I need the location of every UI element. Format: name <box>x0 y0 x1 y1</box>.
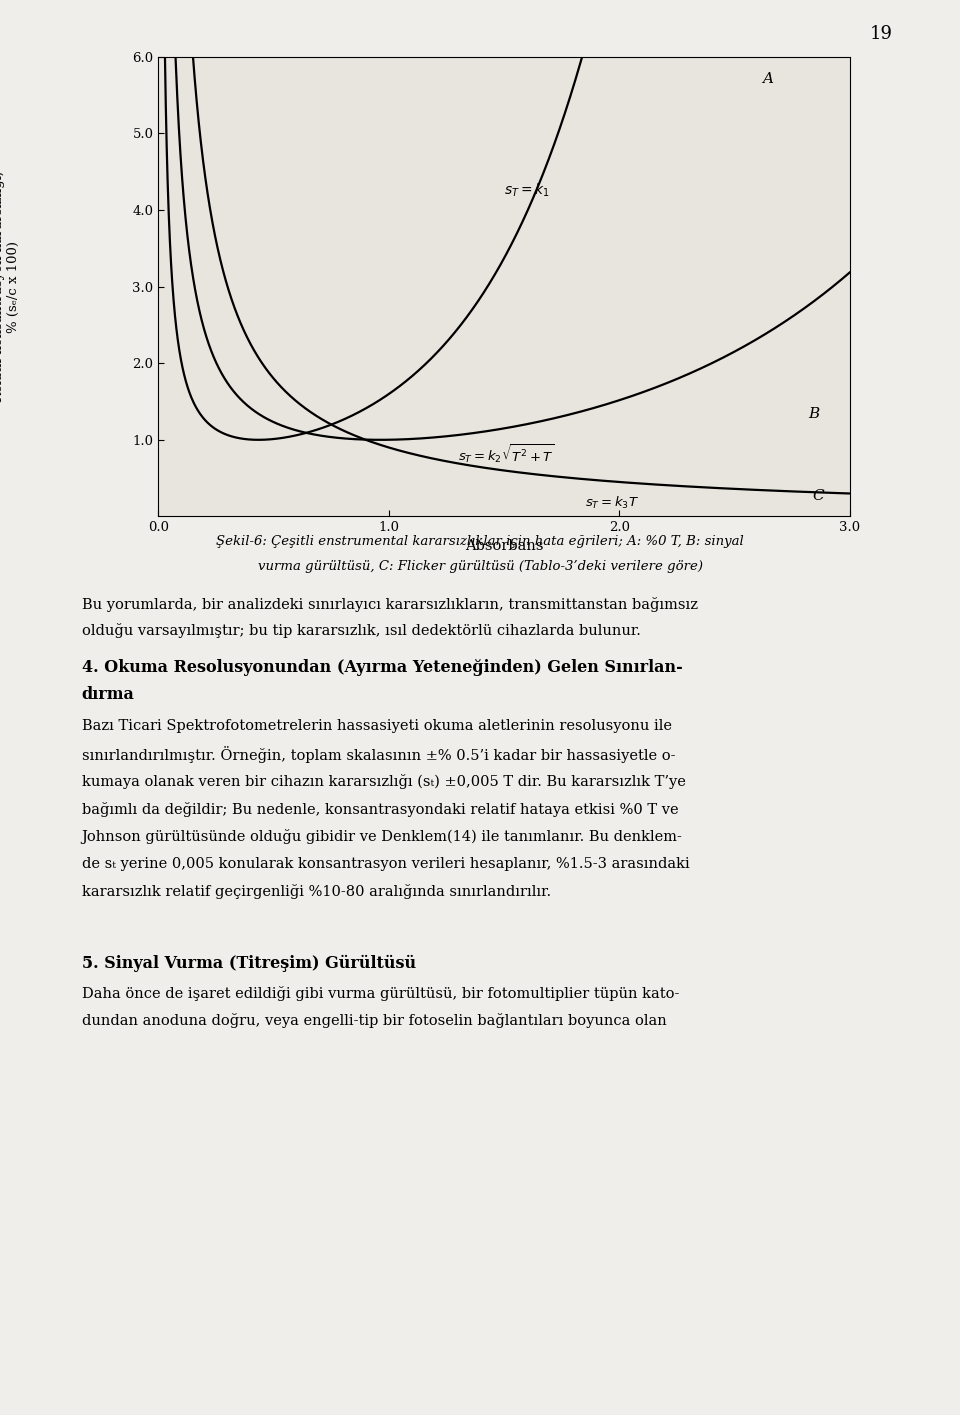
X-axis label: Absorbans: Absorbans <box>465 539 543 552</box>
Text: 19: 19 <box>870 25 893 44</box>
Text: Daha önce de işaret edildiği gibi vurma gürültüsü, bir fotomultiplier tüpün kato: Daha önce de işaret edildiği gibi vurma … <box>82 985 679 1000</box>
Text: vurma gürültüsü, C: Flicker gürültüsü (Tablo-3’deki verilere göre): vurma gürültüsü, C: Flicker gürültüsü (T… <box>257 560 703 573</box>
Text: $s_T = k_1$: $s_T = k_1$ <box>504 181 550 200</box>
Text: 4. Okuma Resolusyonundan (Ayırma Yeteneğinden) Gelen Sınırlan-: 4. Okuma Resolusyonundan (Ayırma Yeteneğ… <box>82 659 683 676</box>
Text: Şekil-6: Çeşitli enstrumental kararsızlıklar için hata eğrileri; A: %0 T, B: sin: Şekil-6: Çeşitli enstrumental kararsızlı… <box>216 535 744 548</box>
Text: $s_T = k_2\sqrt{T^2 + T}$: $s_T = k_2\sqrt{T^2 + T}$ <box>458 443 555 466</box>
Text: dundan anoduna doğru, veya engelli-tip bir fotoselin bağlantıları boyunca olan: dundan anoduna doğru, veya engelli-tip b… <box>82 1013 666 1029</box>
Text: Relatif konsantrasyon kararsızlığı,
% (sₑ/c x 100): Relatif konsantrasyon kararsızlığı, % (s… <box>0 171 20 402</box>
Text: sınırlandırılmıştır. Örneğin, toplam skalasının ±% 0.5’i kadar bir hassasiyetle : sınırlandırılmıştır. Örneğin, toplam ska… <box>82 747 675 764</box>
Text: A: A <box>762 72 773 86</box>
Text: olduğu varsayılmıştır; bu tip kararsızlık, ısıl dedektörlü cihazlarda bulunur.: olduğu varsayılmıştır; bu tip kararsızlı… <box>82 623 640 638</box>
Text: $s_T = k_3T$: $s_T = k_3T$ <box>585 494 638 511</box>
Text: B: B <box>808 408 820 422</box>
Text: Bu yorumlarda, bir analizdeki sınırlayıcı kararsızlıkların, transmittanstan bağı: Bu yorumlarda, bir analizdeki sınırlayıc… <box>82 597 698 613</box>
Text: de sₜ yerine 0,005 konularak konsantrasyon verileri hesaplanır, %1.5-3 arasındak: de sₜ yerine 0,005 konularak konsantrasy… <box>82 857 689 870</box>
Text: dırma: dırma <box>82 686 134 703</box>
Text: Johnson gürültüsünde olduğu gibidir ve Denklem(14) ile tanımlanır. Bu denklem-: Johnson gürültüsünde olduğu gibidir ve D… <box>82 829 683 845</box>
Text: Bazı Ticari Spektrofotometrelerin hassasiyeti okuma aletlerinin resolusyonu ile: Bazı Ticari Spektrofotometrelerin hassas… <box>82 719 672 733</box>
Text: kararsızlık relatif geçirgenliği %10-80 aralığında sınırlandırılır.: kararsızlık relatif geçirgenliği %10-80 … <box>82 884 551 900</box>
Text: C: C <box>813 488 825 502</box>
Text: 5. Sinyal Vurma (Titreşim) Gürültüsü: 5. Sinyal Vurma (Titreşim) Gürültüsü <box>82 954 416 972</box>
Text: bağımlı da değildir; Bu nedenle, konsantrasyondaki relatif hataya etkisi %0 T ve: bağımlı da değildir; Bu nedenle, konsant… <box>82 801 678 816</box>
Text: kumaya olanak veren bir cihazın kararsızlığı (sₜ) ±0,005 T dir. Bu kararsızlık T: kumaya olanak veren bir cihazın kararsız… <box>82 774 685 790</box>
